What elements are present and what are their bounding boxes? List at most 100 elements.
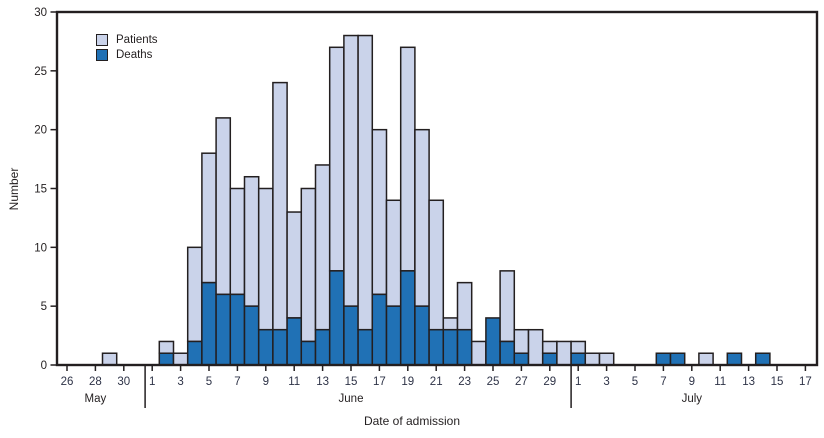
bar-patients-june-4 (186, 246, 203, 343)
bar-deaths-june-20 (414, 305, 430, 366)
bar-deaths-june-17 (371, 293, 388, 366)
bar-patients-june-9 (257, 187, 274, 331)
x-tick-label: 28 (89, 376, 102, 388)
bar-deaths-june-15 (343, 305, 359, 366)
y-tick-label: 25 (34, 66, 47, 78)
bar-patients-july-10 (698, 352, 714, 366)
bar-deaths-june-2 (158, 352, 175, 366)
bar-deaths-june-6 (215, 293, 232, 366)
x-tick-label: 15 (345, 376, 358, 388)
bar-deaths-july-12 (726, 352, 743, 366)
x-tick-label: 5 (206, 376, 212, 388)
bar-deaths-july-1 (570, 352, 587, 366)
x-tick-label: 1 (149, 376, 155, 388)
bar-deaths-june-13 (314, 328, 331, 366)
bar-deaths-june-11 (286, 317, 303, 366)
x-tick-label: 25 (487, 376, 500, 388)
bar-deaths-june-4 (186, 340, 203, 366)
bar-deaths-june-21 (428, 328, 445, 366)
x-tick-label: 5 (632, 376, 638, 388)
bar-patients-june-26 (499, 270, 516, 343)
y-axis-title: Number (7, 167, 21, 211)
x-tick-label: 7 (660, 376, 666, 388)
x-tick-label: 1 (575, 376, 581, 388)
bar-patients-june-12 (300, 187, 317, 343)
bar-patients-june-15 (343, 34, 359, 307)
bar-deaths-june-10 (272, 328, 288, 366)
x-tick-label: 9 (689, 376, 695, 388)
bar-deaths-june-22 (442, 328, 459, 366)
y-tick-label: 10 (34, 242, 47, 254)
x-tick-label: 15 (771, 376, 784, 388)
bar-patients-june-27 (513, 328, 530, 354)
bar-patients-june-18 (385, 199, 402, 307)
bar-deaths-june-16 (357, 328, 374, 366)
bar-deaths-july-7 (655, 352, 672, 366)
bar-patients-june-28 (527, 328, 544, 366)
bar-patients-june-22 (442, 317, 459, 331)
bar-deaths-june-26 (499, 340, 516, 366)
x-tick-label: 9 (263, 376, 269, 388)
bar-deaths-june-29 (541, 352, 558, 366)
legend-label-patients: Patients (116, 34, 158, 46)
month-label-may: May (85, 393, 107, 405)
y-tick-label: 20 (34, 125, 47, 137)
bar-patients-june-10 (272, 81, 288, 331)
x-tick-label: 30 (117, 376, 130, 388)
x-tick-label: 19 (401, 376, 414, 388)
bar-patients-july-3 (598, 352, 615, 366)
bar-patients-june-16 (357, 34, 374, 331)
y-tick-label: 5 (41, 301, 47, 313)
bar-deaths-july-14 (754, 352, 771, 366)
x-tick-label: 3 (177, 376, 183, 388)
bar-deaths-june-23 (456, 328, 473, 366)
bar-patients-june-30 (556, 340, 572, 366)
y-tick-label: 30 (34, 7, 47, 19)
bar-patients-may-29 (101, 352, 118, 366)
bar-patients-june-8 (243, 175, 260, 307)
legend-label-deaths: Deaths (116, 49, 153, 61)
bar-deaths-june-18 (385, 305, 402, 366)
x-tick-label: 21 (430, 376, 443, 388)
bar-deaths-june-5 (201, 281, 217, 366)
x-tick-label: 11 (288, 376, 300, 388)
legend-item-deaths: Deaths (96, 49, 158, 61)
x-tick-label: 13 (742, 376, 755, 388)
y-tick-label: 0 (41, 360, 47, 372)
bar-patients-june-14 (328, 46, 345, 272)
x-tick-label: 7 (234, 376, 240, 388)
x-tick-label: 3 (603, 376, 609, 388)
x-tick-label: 29 (543, 376, 556, 388)
bar-deaths-july-8 (669, 352, 686, 366)
x-axis-title: Date of admission (363, 414, 461, 428)
bar-patients-june-6 (215, 117, 232, 296)
bar-patients-july-1 (570, 340, 587, 354)
x-tick-label: 26 (61, 376, 74, 388)
legend-item-patients: Patients (96, 34, 158, 46)
bar-patients-june-29 (541, 340, 558, 354)
bar-patients-june-23 (456, 281, 473, 331)
x-tick-label: 17 (799, 376, 812, 388)
bar-patients-june-17 (371, 128, 388, 296)
bar-patients-july-2 (584, 352, 601, 366)
x-tick-label: 27 (515, 376, 528, 388)
deaths-swatch-icon (96, 49, 108, 61)
bar-patients-june-20 (414, 128, 430, 307)
bar-deaths-june-19 (399, 270, 416, 366)
bar-patients-june-2 (158, 340, 175, 354)
bar-deaths-june-9 (257, 328, 274, 366)
month-label-july: July (682, 393, 703, 405)
bar-deaths-june-25 (485, 317, 501, 366)
bar-patients-june-13 (314, 164, 331, 331)
bar-patients-june-11 (286, 211, 303, 319)
bar-patients-june-21 (428, 199, 445, 331)
bar-deaths-june-12 (300, 340, 317, 366)
bar-deaths-june-8 (243, 305, 260, 366)
bar-patients-june-19 (399, 46, 416, 272)
bar-deaths-june-27 (513, 352, 530, 366)
bar-patients-june-24 (470, 340, 487, 366)
patients-swatch-icon (96, 34, 108, 46)
bar-patients-june-7 (229, 187, 246, 296)
